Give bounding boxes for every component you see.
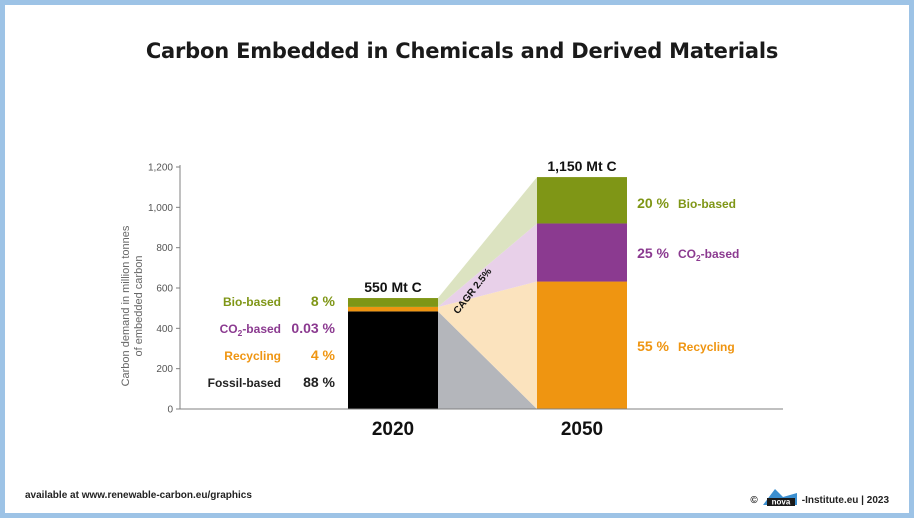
y-tick-label: 600	[156, 284, 173, 295]
x-tick-label: 2020	[372, 419, 414, 440]
y-tick-label: 1,200	[148, 163, 173, 174]
y-tick-label: 400	[156, 324, 173, 335]
label-2050-name: Recycling	[678, 340, 735, 354]
bar-2020-recycling	[348, 306, 438, 312]
bar-2050-recycling	[537, 281, 627, 409]
fan-bio-based	[438, 177, 537, 307]
x-tick-label: 2050	[561, 419, 603, 440]
y-tick-label: 0	[167, 405, 173, 416]
label-2020-pct: 8 %	[311, 293, 336, 309]
label-2020-pct: 88 %	[303, 374, 335, 390]
label-2020-name: CO2-based	[220, 322, 281, 338]
fan-recycling	[438, 281, 537, 409]
y-tick-label: 800	[156, 243, 173, 254]
credit-text: -Institute.eu | 2023	[801, 494, 889, 506]
copyright-symbol: ©	[750, 494, 758, 506]
chart-title: Carbon Embedded in Chemicals and Derived…	[145, 39, 779, 63]
credit: © nova -Institute.eu | 2023	[750, 489, 889, 510]
bar-2020-fossil-based	[348, 311, 438, 409]
fan-co2-based	[438, 223, 537, 307]
label-2050-pct: 55 %	[637, 338, 669, 354]
y-axis: 0 200 400 600 800 1,000 1,200 Carbon demand in …	[120, 163, 783, 416]
label-2020-name: Bio-based	[223, 295, 281, 309]
source-note: available at www.renewable-carbon.eu/gra…	[25, 490, 252, 501]
growth-fans	[438, 177, 537, 409]
y-axis-title: Carbon demand in million tonnes	[120, 225, 132, 386]
y-axis-title: of embedded carbon	[133, 256, 145, 357]
total-label: 550 Mt C	[364, 279, 422, 295]
label-2050-pct: 25 %	[637, 245, 669, 261]
label-2050-name: CO2-based	[678, 247, 739, 263]
bar-2050-co2-based	[537, 223, 627, 282]
label-2020-pct: 0.03 %	[291, 320, 335, 336]
total-label: 1,150 Mt C	[547, 158, 616, 174]
bar-2050-bio-based	[537, 177, 627, 224]
y-tick-label: 200	[156, 364, 173, 375]
bar-2020-bio-based	[348, 298, 438, 307]
nova-logo-icon: nova	[762, 489, 797, 507]
bars	[348, 177, 627, 409]
y-tick-label: 1,000	[148, 203, 173, 214]
label-2020-name: Fossil-based	[208, 376, 281, 390]
label-2050-name: Bio-based	[678, 197, 736, 211]
nova-logo-text: nova	[771, 498, 790, 507]
label-2020-name: Recycling	[224, 349, 281, 363]
stacked-bar-chart: 0 200 400 600 800 1,000 1,200 Carbon demand in …	[120, 158, 783, 440]
label-2050-pct: 20 %	[637, 195, 669, 211]
label-2020-pct: 4 %	[311, 347, 336, 363]
